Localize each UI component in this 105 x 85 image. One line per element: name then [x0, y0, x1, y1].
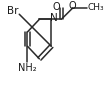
Text: CH₃: CH₃ — [88, 3, 105, 12]
Text: O: O — [68, 1, 76, 11]
Text: Br: Br — [7, 6, 19, 16]
Text: O: O — [52, 2, 60, 12]
Text: N: N — [50, 13, 58, 23]
Text: NH₂: NH₂ — [18, 63, 37, 73]
